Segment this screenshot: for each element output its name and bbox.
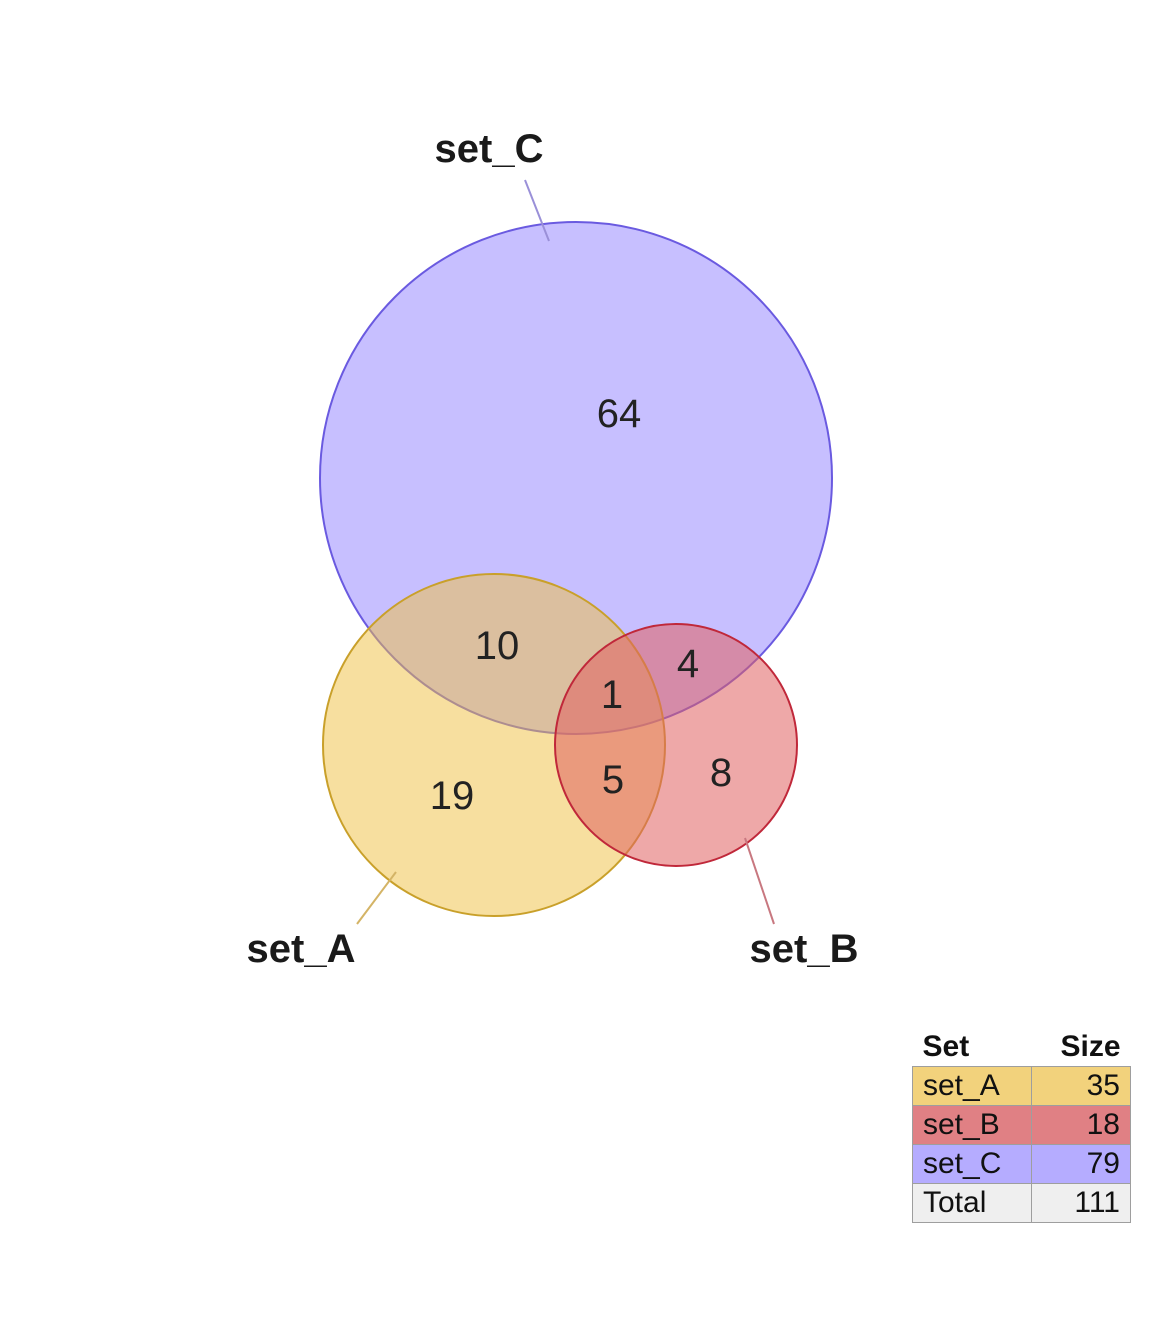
region-bc-count: 4 bbox=[677, 642, 699, 686]
region-ab-count: 5 bbox=[602, 758, 624, 802]
set-a-label: set_A bbox=[247, 927, 356, 971]
set-c-leader-line bbox=[524, 179, 550, 242]
region-abc-count: 1 bbox=[601, 673, 623, 717]
row-set-name: set_A bbox=[912, 1066, 1032, 1106]
venn-diagram: set_C set_A set_B 64 10 4 1 19 5 8 bbox=[247, 127, 859, 971]
row-set-size: 79 bbox=[1031, 1144, 1131, 1184]
row-set-size: 35 bbox=[1031, 1066, 1131, 1106]
set-c-label: set_C bbox=[435, 127, 544, 171]
header-size: Size bbox=[1060, 1030, 1121, 1063]
header-set: Set bbox=[922, 1030, 970, 1063]
row-total-size: 111 bbox=[1031, 1183, 1131, 1223]
region-a-only-count: 19 bbox=[430, 774, 475, 818]
region-c-only-count: 64 bbox=[597, 392, 642, 436]
set-b-circle bbox=[554, 623, 798, 867]
region-b-only-count: 8 bbox=[710, 751, 732, 795]
table-row: set_A 35 bbox=[912, 1066, 1131, 1106]
table-header-row: Set Size bbox=[913, 1028, 1131, 1067]
set-b-leader-line bbox=[744, 837, 775, 925]
set-size-table: Set Size set_A 35 set_B 18 set_C 79 Tota… bbox=[912, 1028, 1131, 1223]
table-row: Total 111 bbox=[912, 1183, 1131, 1223]
row-total-label: Total bbox=[912, 1183, 1032, 1223]
row-set-size: 18 bbox=[1031, 1105, 1131, 1145]
table-row: set_B 18 bbox=[912, 1105, 1131, 1145]
table-row: set_C 79 bbox=[912, 1144, 1131, 1184]
row-set-name: set_C bbox=[912, 1144, 1032, 1184]
row-set-name: set_B bbox=[912, 1105, 1032, 1145]
region-ac-count: 10 bbox=[475, 624, 520, 668]
set-b-label: set_B bbox=[750, 927, 859, 971]
set-a-leader-line bbox=[356, 871, 397, 925]
